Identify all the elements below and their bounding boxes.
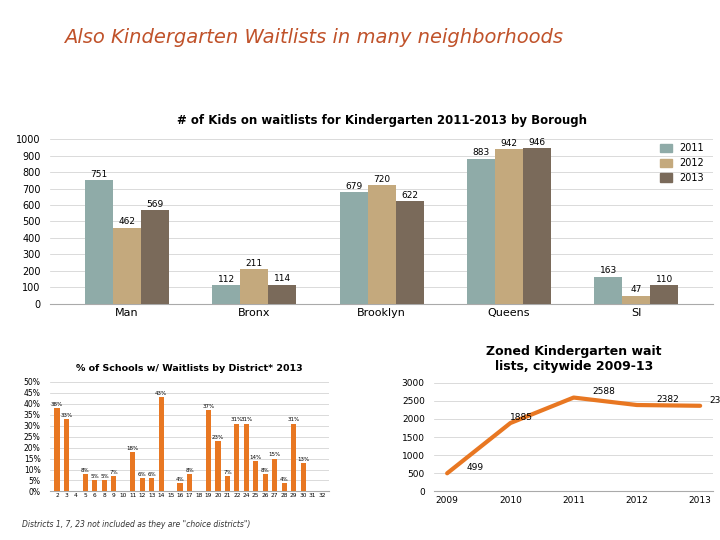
Title: # of Kids on waitlists for Kindergarten 2011-2013 by Borough: # of Kids on waitlists for Kindergarten … xyxy=(176,114,587,127)
Bar xyxy=(282,483,287,491)
Title: Zoned Kindergarten wait
lists, citywide 2009-13: Zoned Kindergarten wait lists, citywide … xyxy=(486,345,662,373)
Text: 462: 462 xyxy=(118,218,135,226)
Bar xyxy=(368,185,395,303)
Text: 720: 720 xyxy=(373,175,390,184)
Text: 8%: 8% xyxy=(185,468,194,473)
Text: 47: 47 xyxy=(631,286,642,294)
Bar xyxy=(467,159,495,303)
Text: 8%: 8% xyxy=(81,468,90,473)
Bar xyxy=(83,474,88,491)
Bar xyxy=(300,463,306,491)
Text: 5%: 5% xyxy=(100,474,109,480)
Text: 2382: 2382 xyxy=(656,395,679,403)
Text: 946: 946 xyxy=(528,138,546,147)
Text: 37%: 37% xyxy=(202,404,215,409)
Text: 112: 112 xyxy=(217,275,235,284)
Text: 163: 163 xyxy=(600,266,617,275)
Bar xyxy=(523,148,551,303)
Text: Also Kindergarten Waitlists in many neighborhoods: Also Kindergarten Waitlists in many neig… xyxy=(63,28,562,47)
Text: 18%: 18% xyxy=(127,446,139,451)
Bar xyxy=(269,285,296,303)
Bar xyxy=(263,474,268,491)
Bar xyxy=(206,410,211,491)
Text: 110: 110 xyxy=(656,275,673,284)
Text: 38%: 38% xyxy=(51,402,63,407)
Bar xyxy=(102,481,107,491)
Text: 883: 883 xyxy=(472,148,490,157)
Text: 751: 751 xyxy=(90,170,107,179)
Text: 13%: 13% xyxy=(297,457,309,462)
Bar xyxy=(622,296,650,303)
Text: 4%: 4% xyxy=(176,476,184,482)
Bar xyxy=(92,481,97,491)
Text: 33%: 33% xyxy=(60,413,73,418)
Bar xyxy=(187,474,192,491)
Text: 4%: 4% xyxy=(280,476,289,482)
Bar xyxy=(253,461,258,491)
Text: 8%: 8% xyxy=(261,468,269,473)
Text: 2588: 2588 xyxy=(593,387,616,396)
Bar xyxy=(140,478,145,491)
Bar xyxy=(158,397,163,491)
Bar xyxy=(64,419,69,491)
Bar xyxy=(272,458,277,491)
Text: 2361: 2361 xyxy=(710,396,720,406)
Text: 211: 211 xyxy=(246,259,263,268)
Bar xyxy=(291,423,297,491)
Bar xyxy=(244,423,249,491)
Text: 114: 114 xyxy=(274,274,291,284)
Bar xyxy=(113,228,141,303)
Bar xyxy=(178,483,183,491)
Legend: 2011, 2012, 2013: 2011, 2012, 2013 xyxy=(656,139,708,187)
Bar xyxy=(340,192,368,303)
Bar xyxy=(149,478,154,491)
Text: 622: 622 xyxy=(401,191,418,200)
Text: 7%: 7% xyxy=(223,470,232,475)
Bar xyxy=(85,180,113,303)
Text: 15%: 15% xyxy=(269,453,281,457)
Bar xyxy=(234,423,240,491)
Text: 6%: 6% xyxy=(138,472,147,477)
Text: 31%: 31% xyxy=(240,417,253,422)
Text: 14%: 14% xyxy=(250,455,262,460)
Text: 942: 942 xyxy=(500,139,518,147)
Text: 6%: 6% xyxy=(148,472,156,477)
Text: 31%: 31% xyxy=(231,417,243,422)
Text: 7%: 7% xyxy=(109,470,118,475)
Text: 5%: 5% xyxy=(91,474,99,480)
Bar xyxy=(650,286,678,303)
Bar xyxy=(212,285,240,303)
Bar xyxy=(55,408,60,491)
Title: % of Schools w/ Waitlists by District* 2013: % of Schools w/ Waitlists by District* 2… xyxy=(76,364,303,373)
Bar xyxy=(395,201,423,303)
Text: 499: 499 xyxy=(466,463,483,472)
Bar xyxy=(594,277,622,303)
Text: Districts 1, 7, 23 not included as they are "choice districts"): Districts 1, 7, 23 not included as they … xyxy=(22,520,250,529)
Text: 23%: 23% xyxy=(212,435,224,440)
Text: 569: 569 xyxy=(146,200,163,209)
Text: 43%: 43% xyxy=(155,391,167,396)
Bar xyxy=(495,149,523,303)
Text: 679: 679 xyxy=(345,182,362,191)
Bar xyxy=(240,269,269,303)
Text: 31%: 31% xyxy=(287,417,300,422)
Bar xyxy=(215,441,220,491)
Bar xyxy=(130,452,135,491)
Bar xyxy=(141,210,169,303)
Text: 1885: 1885 xyxy=(510,413,534,422)
Bar xyxy=(111,476,117,491)
Bar xyxy=(225,476,230,491)
